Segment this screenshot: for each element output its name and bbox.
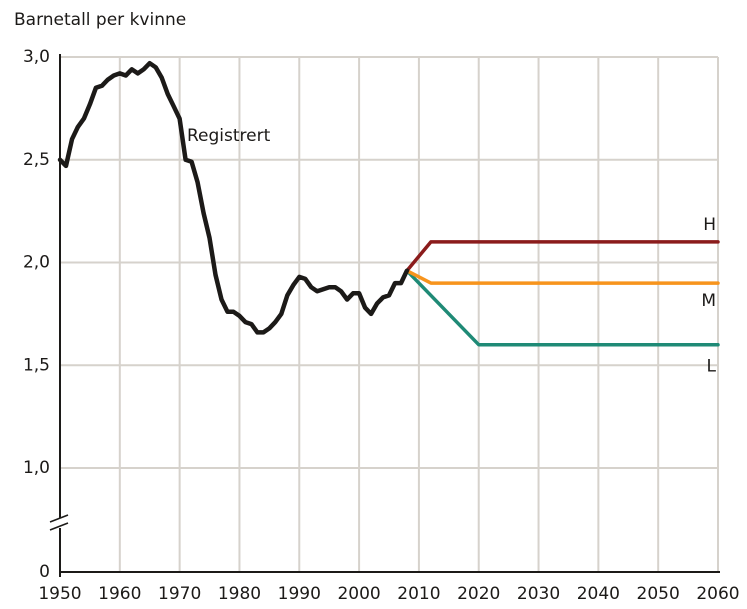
series-line — [405, 268, 720, 285]
x-tick-label: 2020 — [457, 584, 500, 604]
y-tick-label: 1,0 — [23, 458, 50, 478]
x-tick-label: 1960 — [98, 584, 141, 604]
y-tick-label: 1,5 — [23, 355, 50, 375]
x-tick-label: 2030 — [517, 584, 560, 604]
axis-break-gap — [50, 518, 70, 528]
y-tick-label: 2,0 — [23, 253, 50, 273]
x-tick-label: 2040 — [577, 584, 620, 604]
x-tick-label: 1980 — [218, 584, 261, 604]
y-tick-label: 0 — [39, 562, 50, 582]
series-label: Registrert — [187, 126, 271, 146]
x-tick-label: 2010 — [397, 584, 440, 604]
y-axis-title: Barnetall per kvinne — [14, 10, 186, 30]
x-tick-label: 2060 — [696, 584, 739, 604]
y-tick-label: 3,0 — [23, 47, 50, 67]
y-tick-label: 2,5 — [23, 150, 50, 170]
axis-break — [49, 514, 69, 523]
x-tick-label: 1950 — [38, 584, 81, 604]
series-line — [405, 240, 720, 273]
series-label: M — [701, 291, 716, 311]
x-tick-label: 2050 — [637, 584, 680, 604]
x-tick-label: 2000 — [337, 584, 380, 604]
series-line — [57, 60, 410, 335]
x-tick-label: 1990 — [278, 584, 321, 604]
series-label: L — [707, 357, 717, 377]
series-label: H — [703, 215, 716, 235]
axis-break — [49, 522, 69, 531]
x-tick-label: 1970 — [158, 584, 201, 604]
series-line — [405, 268, 720, 347]
